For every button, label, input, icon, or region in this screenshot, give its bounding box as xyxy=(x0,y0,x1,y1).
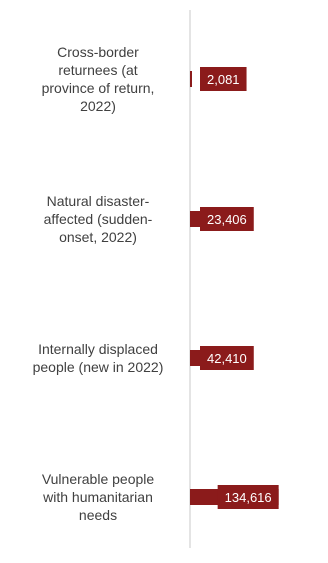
category-label: province of return, xyxy=(42,80,155,96)
category-label: Natural disaster- xyxy=(47,193,150,209)
category-label: people (new in 2022) xyxy=(33,359,164,375)
data-label-box xyxy=(200,346,254,370)
data-label: 2,081 xyxy=(207,72,240,87)
category-label: affected (sudden- xyxy=(44,211,153,227)
category-label: Internally displaced xyxy=(38,341,158,357)
data-label: 134,616 xyxy=(225,490,272,505)
data-label-box xyxy=(200,207,254,231)
data-label: 42,410 xyxy=(207,351,247,366)
category-label: onset, 2022) xyxy=(59,229,137,245)
category-label: with humanitarian xyxy=(42,489,153,505)
category-label: Cross-border xyxy=(57,44,139,60)
data-label-box xyxy=(200,67,247,91)
data-label: 23,406 xyxy=(207,212,247,227)
bar xyxy=(190,71,192,87)
category-label: Vulnerable people xyxy=(42,471,155,487)
category-label: 2022) xyxy=(80,98,116,114)
data-label-box xyxy=(217,485,279,509)
category-label: needs xyxy=(79,507,117,523)
category-label: returnees (at xyxy=(58,62,137,78)
